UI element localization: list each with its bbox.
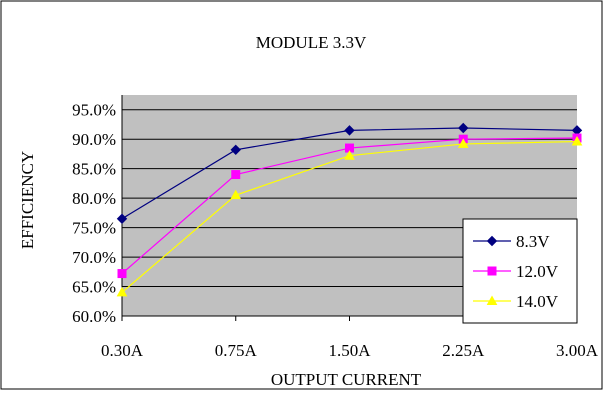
y-tick-label: 65.0% (72, 278, 116, 297)
legend-marker (486, 235, 498, 247)
data-point (344, 125, 355, 136)
legend: 8.3V 12.0V 14.0V (462, 218, 578, 324)
x-tick-label: 3.00A (556, 341, 599, 360)
plot-area: 60.0% 65.0% 70.0% 75.0% 80.0% 85.0% 90.0% 95.0%… (72, 95, 599, 360)
y-tick-label: 90.0% (72, 130, 116, 149)
y-tick-label: 80.0% (72, 189, 116, 208)
y-tick-label: 60.0% (72, 307, 116, 326)
data-point (458, 122, 469, 134)
data-point (116, 286, 128, 297)
x-tick-label: 1.50A (328, 341, 371, 360)
data-point (230, 144, 241, 156)
x-tick-label: 2.25A (442, 341, 485, 360)
data-point (344, 150, 355, 160)
y-axis-label: EFFICIENCY (18, 151, 37, 249)
legend-label: 14.0V (516, 292, 559, 311)
data-point (571, 136, 583, 146)
x-tick-label: 0.30A (101, 341, 144, 360)
data-point (116, 213, 128, 224)
x-axis-label: OUTPUT CURRENT (271, 370, 422, 389)
legend-label: 8.3V (516, 232, 550, 251)
data-point (230, 189, 242, 200)
chart-title: MODULE 3.3V (256, 33, 367, 52)
y-tick-label: 75.0% (72, 219, 116, 238)
x-tick-label: 0.75A (215, 341, 258, 360)
legend-marker (486, 295, 498, 305)
y-tick-label: 85.0% (72, 160, 116, 179)
data-point (117, 269, 127, 279)
legend-label: 12.0V (516, 262, 559, 281)
data-point (231, 170, 241, 180)
legend-marker (487, 266, 497, 276)
y-tick-label: 95.0% (72, 101, 116, 120)
data-point (457, 138, 469, 148)
y-tick-label: 70.0% (72, 248, 116, 267)
